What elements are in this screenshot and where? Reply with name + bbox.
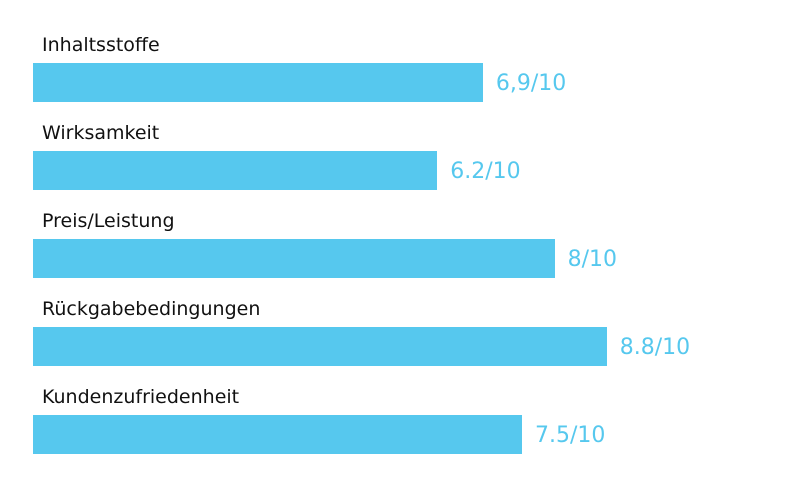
- bar: [33, 151, 438, 190]
- bar: [33, 327, 607, 366]
- value-label: 7.5/10: [535, 423, 606, 448]
- bar-row: Rückgabebedingungen 8.8/10: [0, 298, 800, 386]
- category-label: Rückgabebedingungen: [42, 298, 261, 320]
- value-label: 6.2/10: [450, 159, 521, 184]
- bar-row: Inhaltsstoffe 6,9/10: [0, 34, 800, 122]
- value-label: 8.8/10: [619, 335, 691, 360]
- category-label: Wirksamkeit: [42, 122, 160, 144]
- value-label: 6,9/10: [495, 71, 567, 96]
- category-label: Kundenzufriedenheit: [42, 386, 240, 408]
- value-label: 8/10: [567, 247, 617, 272]
- category-label: Inhaltsstoffe: [42, 34, 160, 56]
- bar: [33, 63, 483, 102]
- bar-row: Wirksamkeit 6.2/10: [0, 122, 800, 210]
- bar-row: Preis/Leistung 8/10: [0, 210, 800, 298]
- bar-row: Kundenzufriedenheit 7.5/10: [0, 386, 800, 474]
- bar: [33, 415, 522, 454]
- bar: [33, 239, 555, 278]
- category-label: Preis/Leistung: [42, 210, 175, 232]
